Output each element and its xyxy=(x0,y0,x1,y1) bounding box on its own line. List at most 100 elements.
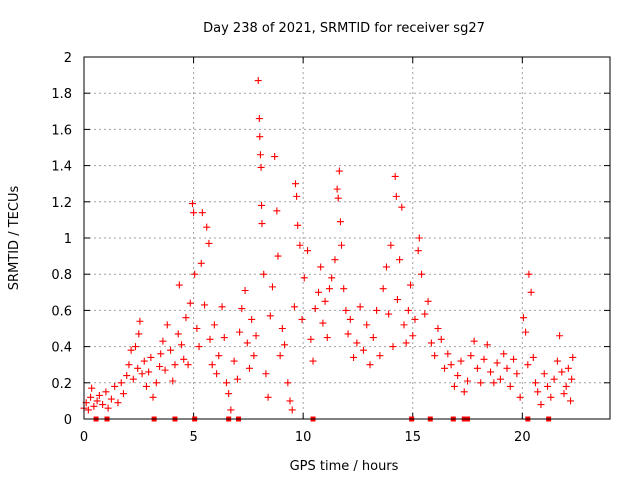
data-point xyxy=(350,353,358,361)
data-point xyxy=(90,402,98,410)
data-point xyxy=(319,319,327,327)
data-point xyxy=(188,200,196,208)
data-point xyxy=(307,335,315,343)
data-point xyxy=(245,364,253,372)
data-point xyxy=(346,315,354,323)
data-point xyxy=(366,361,374,369)
data-point xyxy=(220,334,228,342)
x-tick-label: 10 xyxy=(295,430,312,445)
y-tick-label: 0.4 xyxy=(51,341,72,356)
data-point xyxy=(293,192,301,200)
data-point xyxy=(266,312,274,320)
data-point xyxy=(195,343,203,351)
data-point xyxy=(241,286,249,294)
data-point xyxy=(193,325,201,332)
y-tick-label: 0.8 xyxy=(51,268,72,283)
data-point xyxy=(123,372,131,380)
data-point xyxy=(233,375,241,383)
data-point xyxy=(260,270,268,278)
data-point xyxy=(117,379,125,387)
data-point xyxy=(254,77,262,85)
data-point xyxy=(268,283,276,291)
data-point xyxy=(547,393,555,401)
data-point xyxy=(421,310,429,318)
data-point xyxy=(184,361,192,369)
data-point xyxy=(558,368,566,376)
data-point xyxy=(273,207,281,215)
data-point xyxy=(317,263,325,271)
data-point xyxy=(278,325,286,332)
data-point xyxy=(427,339,435,347)
data-point xyxy=(540,370,548,378)
data-point xyxy=(248,315,256,323)
data-point xyxy=(415,234,423,242)
y-tick-label: 1 xyxy=(64,232,72,247)
data-point xyxy=(340,285,348,293)
data-point xyxy=(296,241,304,249)
data-point xyxy=(342,306,350,314)
data-point xyxy=(125,361,133,369)
x-tick-label: 5 xyxy=(189,430,197,445)
data-point xyxy=(434,325,442,332)
x-axis-label: GPS time / hours xyxy=(290,459,399,474)
data-point xyxy=(389,343,397,351)
data-point xyxy=(470,337,478,345)
data-point xyxy=(391,172,399,180)
data-point xyxy=(276,352,284,360)
data-point xyxy=(262,370,270,378)
data-point xyxy=(493,359,501,367)
data-point xyxy=(444,350,452,358)
data-point xyxy=(256,133,264,141)
data-point xyxy=(152,379,160,387)
data-point xyxy=(525,270,533,278)
data-point xyxy=(107,395,115,403)
data-point xyxy=(544,382,552,390)
data-point xyxy=(218,303,226,311)
data-point xyxy=(331,256,339,264)
data-point xyxy=(411,315,419,323)
data-point xyxy=(321,297,329,305)
data-point xyxy=(344,330,352,338)
data-point xyxy=(250,352,258,360)
data-point xyxy=(135,330,143,338)
data-point xyxy=(178,341,186,349)
data-point xyxy=(437,335,445,343)
data-point xyxy=(467,352,475,360)
data-point xyxy=(487,368,495,376)
data-point xyxy=(522,328,530,336)
data-point xyxy=(190,209,198,217)
data-point xyxy=(460,388,468,396)
data-point xyxy=(102,388,110,396)
data-point xyxy=(264,393,272,401)
data-point xyxy=(286,397,294,405)
data-points xyxy=(80,77,577,422)
data-point xyxy=(534,388,542,396)
data-point xyxy=(537,401,545,409)
data-point xyxy=(503,364,511,372)
data-point xyxy=(180,355,188,363)
data-point xyxy=(496,375,504,383)
data-point xyxy=(205,239,213,247)
data-point xyxy=(252,332,260,340)
data-point xyxy=(560,390,568,398)
data-point xyxy=(477,379,485,387)
data-point xyxy=(450,382,458,390)
data-point xyxy=(300,274,308,282)
data-point xyxy=(396,256,404,264)
data-point xyxy=(258,220,266,228)
data-point xyxy=(149,393,157,401)
data-point xyxy=(500,350,508,358)
data-point xyxy=(95,391,103,399)
data-point xyxy=(203,223,211,231)
data-point xyxy=(225,390,233,398)
data-point xyxy=(441,364,449,372)
data-point xyxy=(480,355,488,363)
data-point xyxy=(338,241,346,249)
data-point xyxy=(418,270,426,278)
y-tick-label: 1.8 xyxy=(51,87,72,102)
data-point xyxy=(356,303,364,311)
data-point xyxy=(132,343,140,351)
data-point xyxy=(206,335,214,343)
data-point xyxy=(274,252,282,260)
x-tick-label: 0 xyxy=(80,430,88,445)
